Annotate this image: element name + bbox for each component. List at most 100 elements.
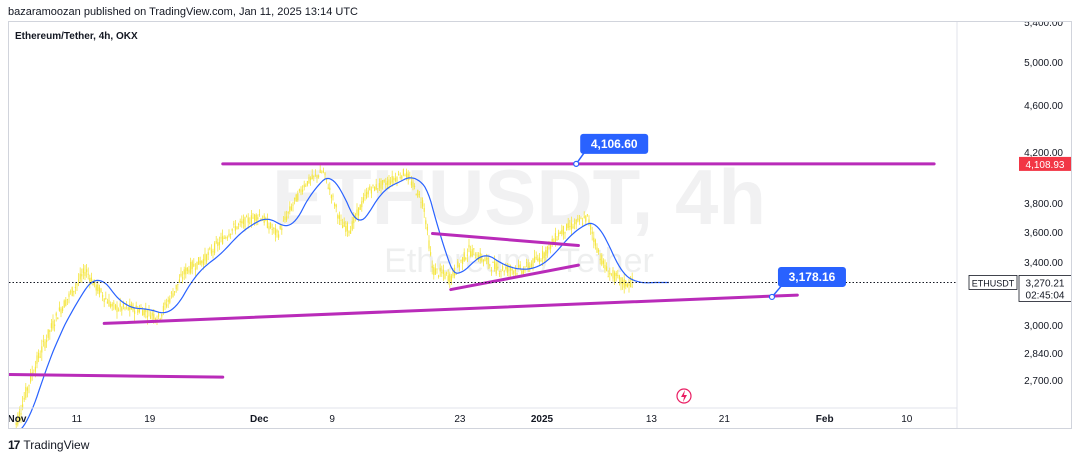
footer: 17 TradingView [8, 436, 89, 454]
current-price-badge [1018, 275, 1071, 302]
candle-body [513, 270, 515, 274]
candle-body [182, 277, 184, 279]
candle-body [297, 193, 299, 201]
candle-body [620, 277, 622, 285]
candle-body [278, 234, 280, 238]
candle-body [214, 243, 216, 254]
candle-body [50, 323, 52, 329]
candle-body [455, 272, 457, 275]
candle-body [100, 288, 102, 293]
candle-body [558, 232, 560, 237]
candle-body [462, 257, 464, 264]
candle-body [370, 189, 372, 194]
candle-body [337, 215, 339, 219]
candle-body [388, 179, 390, 185]
candle-body [402, 169, 404, 176]
candle-body [180, 273, 182, 276]
candle-body [111, 303, 113, 307]
candle-body [287, 211, 289, 214]
candle-body [233, 223, 235, 225]
candle-body [578, 219, 580, 222]
candle-body [383, 180, 385, 182]
candle-body [73, 290, 75, 293]
candle-body [175, 284, 177, 290]
candle-body [46, 339, 48, 343]
candle-body [164, 302, 166, 305]
candle-body [582, 223, 584, 225]
candle-body [414, 185, 416, 187]
candle-body [199, 260, 201, 265]
candle-body [398, 174, 400, 176]
candle-body [222, 236, 224, 244]
candle-body [158, 312, 160, 317]
candle-body [82, 268, 84, 274]
candle-body [423, 207, 425, 212]
candle-body [319, 169, 321, 174]
candle-body [630, 282, 632, 288]
candle-body [196, 261, 198, 269]
candle-body [503, 270, 505, 273]
candle-body [380, 180, 382, 189]
candle-body [52, 320, 54, 329]
publisher-header: bazaramoozan published on TradingView.co… [8, 3, 358, 21]
candle-body [294, 197, 296, 200]
candle-body [121, 307, 123, 311]
candle-body [170, 292, 172, 294]
candle-body [527, 263, 529, 269]
candle-body [30, 372, 32, 382]
candle-body [225, 237, 227, 239]
candle-body [284, 216, 286, 221]
candle-body [270, 222, 272, 228]
candle-body [334, 203, 336, 207]
chart-frame[interactable]: ETHUSDT, 4h Ethereum / Tether Ethereum/Tet… [8, 21, 1072, 429]
candle-body [486, 258, 488, 260]
candle-body [174, 291, 176, 293]
candle-body [537, 258, 539, 261]
candle-body [97, 284, 99, 292]
candle-body [183, 269, 185, 275]
candle-body [438, 275, 440, 277]
candle-body [231, 228, 233, 231]
candle-body [601, 255, 603, 265]
candle-body [362, 197, 364, 202]
resistance-callout-box [580, 133, 649, 154]
x-tick-label: 2025 [531, 414, 554, 425]
candle-body [526, 262, 528, 264]
candle-body [217, 242, 219, 247]
candle-body [95, 285, 97, 291]
candle-body [98, 287, 100, 295]
candle-body [505, 267, 507, 269]
candle-body [310, 177, 312, 181]
candle-body [342, 225, 344, 229]
candle-body [230, 233, 232, 235]
candle-body [134, 310, 136, 314]
candle-body [470, 251, 472, 257]
candle-body [138, 308, 140, 313]
candle-body [162, 305, 164, 312]
time-axis: Nov 11 19 Dec 9 23 2025 13 21 Feb 10 [9, 407, 957, 425]
candle-body [279, 225, 281, 229]
candle-body [412, 181, 414, 188]
candle-body [367, 190, 369, 195]
candle-body [590, 224, 592, 230]
candle-body [76, 283, 78, 285]
candle-body [15, 422, 17, 426]
candle-body [447, 275, 449, 282]
candle-body [430, 252, 432, 255]
candle-body [249, 222, 251, 224]
candle-body [276, 230, 278, 233]
candle-body [375, 184, 377, 190]
candle-body [127, 307, 129, 310]
candle-body [273, 227, 275, 229]
candle-body [135, 305, 137, 308]
candle-body [206, 254, 208, 262]
candle-body [420, 201, 422, 203]
candle-body [554, 233, 556, 244]
candle-body [202, 258, 204, 265]
x-tick-label: 21 [719, 414, 731, 425]
candle-body [137, 309, 139, 313]
y-tick-label: 5,000.00 [1024, 58, 1063, 69]
candle-body [474, 257, 476, 259]
candle-body [378, 183, 380, 188]
